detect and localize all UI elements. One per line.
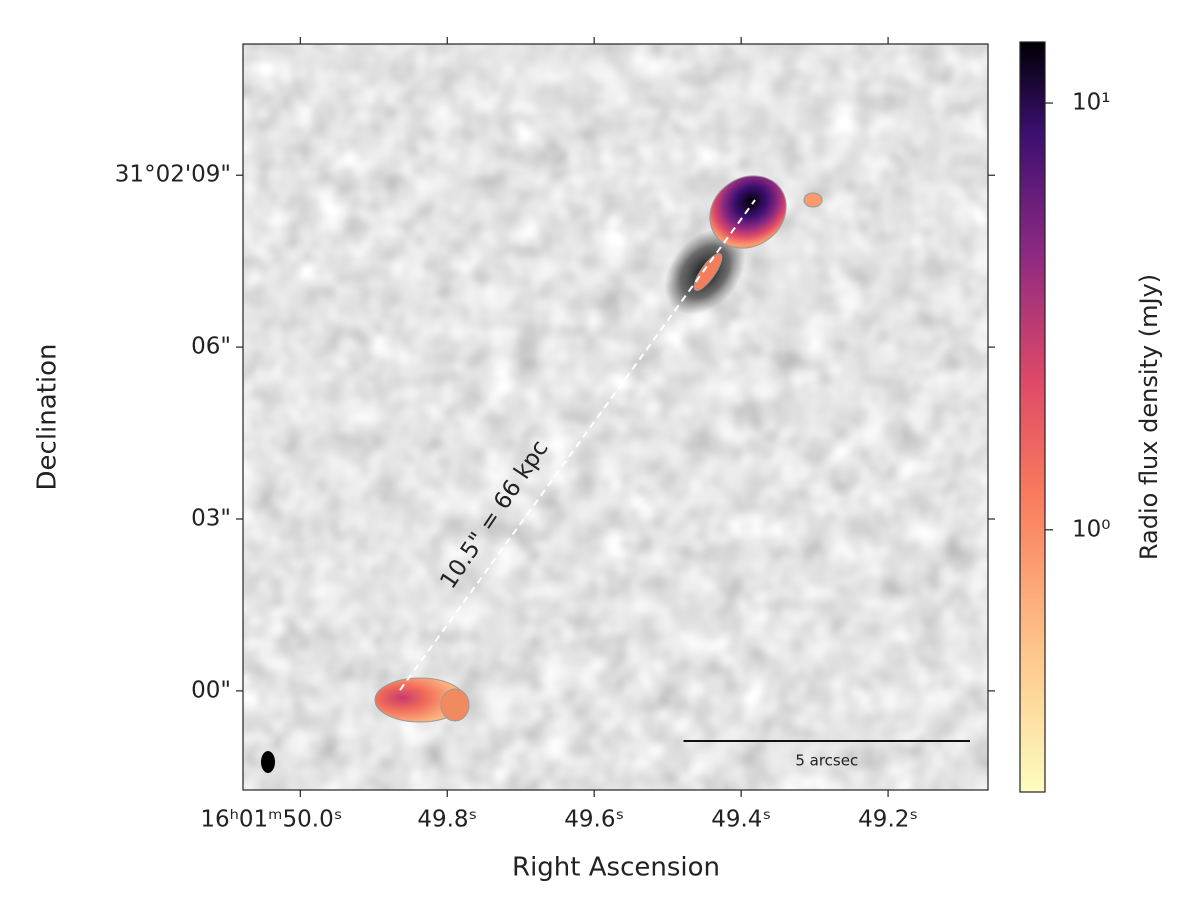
separation-line	[399, 199, 756, 691]
y-axis-label: Declination	[33, 344, 63, 491]
colorbar-tick-label: 10⁰	[1072, 516, 1111, 542]
noise-background	[243, 44, 988, 790]
x-tick-label: 49.4ˢ	[711, 807, 771, 833]
y-tick-label: 00"	[191, 677, 231, 703]
x-tick-label: 49.2ˢ	[858, 807, 918, 833]
y-tick-label: 06"	[191, 334, 231, 360]
north-lobe	[709, 175, 787, 249]
plot-frame	[242, 43, 989, 791]
north-knot	[803, 192, 823, 208]
colorbar-tick-label: 10¹	[1072, 90, 1111, 116]
image	[243, 44, 988, 790]
y-tick-label: 03"	[191, 505, 231, 531]
beam	[261, 751, 275, 773]
colorbar-label: Radio flux density (mJy)	[1135, 274, 1163, 560]
scale-bar-label: 5 arcsec	[795, 752, 858, 770]
x-tick-label: 16ʰ01ᵐ50.0ˢ	[200, 807, 342, 833]
colorbar	[1019, 41, 1046, 793]
jet	[693, 253, 723, 291]
x-axis-label: Right Ascension	[512, 853, 720, 883]
south-knot	[440, 688, 470, 722]
y-tick-label: 31°02'09"	[115, 162, 231, 188]
x-tick-label: 49.6ˢ	[564, 807, 624, 833]
x-tick-label: 49.8ˢ	[417, 807, 477, 833]
